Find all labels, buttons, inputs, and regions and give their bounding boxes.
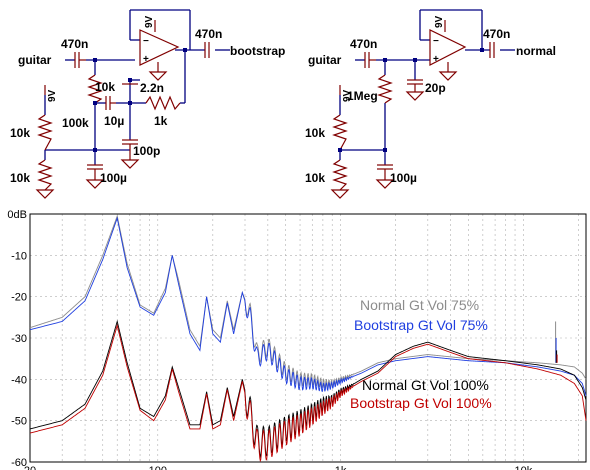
supply-label-2: 9V [434,15,445,28]
y-tick-label: -60 [11,457,27,469]
normal-components [332,20,495,191]
y-tick-label: -50 [11,416,27,428]
bias-top-label: 10k [10,126,30,140]
legend-entry: Bootstrap Gt Vol 75% [354,317,488,333]
out-cap-label: 470n [195,27,222,41]
x-tick-label: 20 [24,465,36,470]
output-label-2: normal [516,44,556,58]
normal-nodes [338,48,484,152]
input-label-2: guitar [308,53,342,67]
chart-legend: Normal Gt Vol 75% Bootstrap Gt Vol 75% Nor… [350,297,492,411]
output-label: bootstrap [230,44,285,58]
in-cap-label: 470n [61,37,88,51]
series-line [29,323,587,463]
bootstrap-circuit [44,9,230,165]
series-line [29,214,587,389]
svg-text:−: − [143,36,149,47]
legend-entry: Bootstrap Gt Vol 100% [350,395,492,411]
series-line [29,319,587,459]
chart-series [29,214,587,463]
plot-frame [29,213,587,463]
svg-text:+: + [143,54,149,65]
y-tick-label: -10 [11,250,27,262]
x-tick-label: 10k [515,465,533,470]
out-cap-label-2: 470n [483,27,510,41]
bias-supply-label: 9V [47,89,58,102]
y-tick-label: -30 [11,333,27,345]
bootstrap-nodes [93,48,187,152]
bootstrap-r-label: 100k [62,116,89,130]
normal-labels: guitar 470n 470n normal 9V 9V 10k 10k 10… [305,15,556,185]
series-line [29,216,587,396]
input-label: guitar [18,53,52,67]
schematic-area: guitar 470n 470n bootstrap 9V 9V 10k 10k… [10,9,556,199]
svg-text:−: − [433,36,439,47]
fb-r-label: 1k [154,114,168,128]
x-tick-label: 1k [335,465,347,470]
bootstrap-cap-label: 10µ [104,114,124,128]
legend-entry: Normal Gt Vol 100% [362,377,489,393]
bootstrap-labels: guitar 470n 470n bootstrap 9V 9V 10k 10k… [10,15,285,185]
bias-top-label-2: 10k [305,126,325,140]
y-tick-label: -40 [11,374,27,386]
gnd-cap-label: 100p [133,144,160,158]
fb-cap-label: 2.2n [140,81,164,95]
chart-axes: 0dB -10 -20 -30 -40 -50 -6020 100 1k 10k [7,209,587,470]
shunt-cap-label: 20p [425,81,446,95]
legend-entry: Normal Gt Vol 75% [360,297,479,313]
y-tick-label: 0dB [7,209,27,221]
bias-supply-label-2: 9V [342,89,353,102]
frequency-response-chart: 0dB -10 -20 -30 -40 -50 -6020 100 1k 10k Normal G… [7,209,587,470]
in-cap-label-2: 470n [350,37,377,51]
bootstrap-components [37,20,210,191]
y-tick-label: -20 [11,292,27,304]
bias-bottom-label-2: 10k [305,171,325,185]
x-tick-label: 100 [149,465,167,470]
bias-cap-label: 100µ [100,171,127,185]
bias-bottom-label: 10k [10,171,30,185]
fb-rgnd-label: 10k [95,80,115,94]
input-r-label: 1Meg [347,89,378,103]
svg-text:+: + [433,54,439,65]
supply-label: 9V [144,15,155,28]
bias-cap-label-2: 100µ [390,171,417,185]
